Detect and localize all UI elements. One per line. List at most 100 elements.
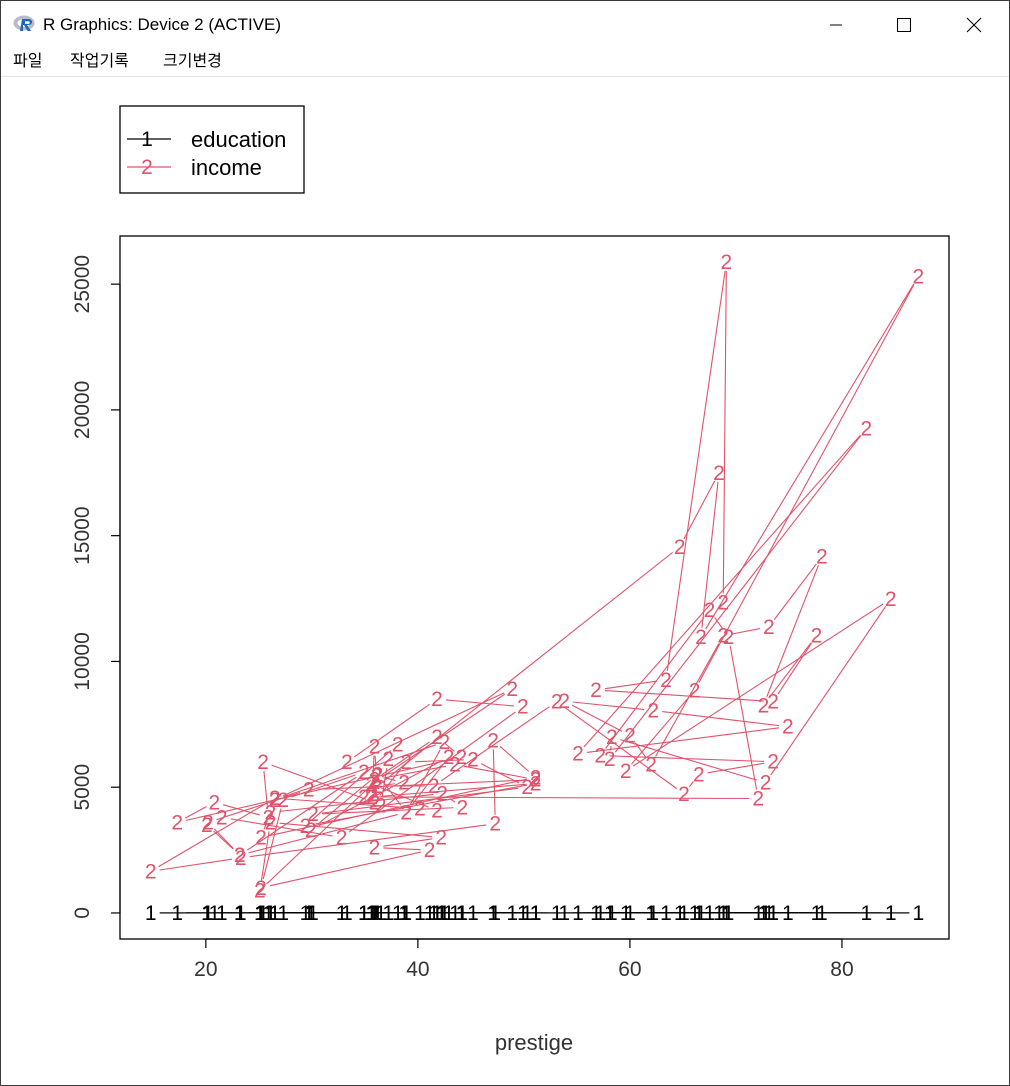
legend-label: education bbox=[191, 127, 286, 152]
income-point: 2 bbox=[436, 782, 448, 805]
income-line-segment bbox=[249, 824, 487, 858]
income-line-segment bbox=[701, 481, 719, 628]
education-point: 1 bbox=[506, 902, 518, 925]
income-line-segment bbox=[605, 616, 705, 749]
income-point: 2 bbox=[717, 591, 729, 614]
menu-resize[interactable]: 크기변경 bbox=[163, 51, 222, 70]
income-point: 2 bbox=[216, 806, 228, 829]
education-point: 1 bbox=[695, 902, 707, 925]
income-line-segment bbox=[246, 776, 357, 851]
education-point: 1 bbox=[604, 902, 616, 925]
income-point: 2 bbox=[674, 536, 686, 559]
education-point: 1 bbox=[208, 902, 220, 925]
education-point: 1 bbox=[457, 902, 469, 925]
y-tick-label: 15000 bbox=[71, 506, 94, 564]
income-point: 2 bbox=[263, 806, 275, 829]
income-line-segment bbox=[766, 564, 820, 698]
x-axis-label: prestige bbox=[495, 1030, 573, 1055]
income-line-segment bbox=[353, 703, 430, 758]
income-line-segment bbox=[705, 283, 915, 630]
education-point: 1 bbox=[645, 902, 657, 925]
education-point: 1 bbox=[392, 902, 404, 925]
income-line-segment bbox=[620, 739, 758, 781]
menu-history[interactable]: 작업기록 bbox=[70, 51, 129, 70]
income-line-segment bbox=[213, 828, 234, 850]
education-point: 1 bbox=[449, 902, 461, 925]
income-point: 2 bbox=[366, 786, 378, 809]
legend-label: income bbox=[191, 155, 262, 180]
income-line-segment bbox=[248, 814, 398, 854]
income-point: 2 bbox=[234, 844, 246, 867]
income-point: 2 bbox=[811, 625, 823, 648]
education-point: 1 bbox=[254, 902, 266, 925]
income-point: 2 bbox=[606, 726, 618, 749]
income-line-segment bbox=[768, 642, 812, 699]
income-point: 2 bbox=[254, 879, 266, 902]
y-tick-label: 20000 bbox=[71, 381, 94, 439]
income-point: 2 bbox=[431, 688, 443, 711]
menu-file[interactable]: 파일 bbox=[13, 51, 43, 70]
education-point: 1 bbox=[234, 902, 246, 925]
income-line-segment bbox=[184, 806, 207, 819]
minimize-icon bbox=[830, 24, 842, 25]
education-point: 1 bbox=[382, 902, 394, 925]
education-point: 1 bbox=[369, 902, 381, 925]
education-point: 1 bbox=[439, 902, 451, 925]
income-point: 2 bbox=[358, 761, 370, 784]
education-point: 1 bbox=[758, 902, 770, 925]
income-line-segment bbox=[317, 779, 527, 790]
education-point: 1 bbox=[300, 902, 312, 925]
income-point: 2 bbox=[369, 837, 381, 860]
education-point: 1 bbox=[606, 902, 618, 925]
legend-box bbox=[119, 105, 305, 194]
maximize-button[interactable] bbox=[869, 1, 939, 48]
income-line-segment bbox=[321, 787, 519, 814]
income-point: 2 bbox=[201, 814, 213, 837]
income-point: 2 bbox=[885, 588, 897, 611]
income-point: 2 bbox=[558, 690, 570, 713]
education-point: 1 bbox=[721, 902, 733, 925]
income-point: 2 bbox=[506, 678, 518, 701]
legend-symbol: 2 bbox=[141, 156, 153, 179]
income-line-segment bbox=[283, 744, 437, 798]
income-line-segment bbox=[688, 781, 694, 788]
income-point: 2 bbox=[487, 729, 499, 752]
income-point: 2 bbox=[269, 789, 281, 812]
income-point: 2 bbox=[435, 827, 447, 850]
income-point: 2 bbox=[428, 775, 440, 798]
income-point: 2 bbox=[255, 827, 267, 850]
education-point: 1 bbox=[365, 902, 377, 925]
education-point: 1 bbox=[530, 902, 542, 925]
education-point: 1 bbox=[467, 902, 479, 925]
income-point: 2 bbox=[235, 847, 247, 870]
income-point: 2 bbox=[431, 726, 443, 749]
income-point: 2 bbox=[392, 734, 404, 757]
income-point: 2 bbox=[620, 760, 632, 783]
income-point: 2 bbox=[305, 819, 317, 842]
education-point: 1 bbox=[372, 902, 384, 925]
minimize-button[interactable] bbox=[801, 1, 871, 48]
education-point: 1 bbox=[431, 902, 443, 925]
education-point: 1 bbox=[431, 902, 443, 925]
close-button[interactable] bbox=[939, 1, 1009, 48]
education-point: 1 bbox=[689, 902, 701, 925]
income-line-segment bbox=[666, 270, 726, 671]
education-point: 1 bbox=[572, 902, 584, 925]
education-point: 1 bbox=[341, 902, 353, 925]
income-line-segment bbox=[714, 617, 724, 630]
education-point: 1 bbox=[369, 902, 381, 925]
education-point: 1 bbox=[303, 902, 315, 925]
income-point: 2 bbox=[456, 746, 468, 769]
income-point: 2 bbox=[208, 791, 220, 814]
income-point: 2 bbox=[371, 765, 383, 788]
x-tick-label: 20 bbox=[194, 958, 217, 981]
education-point: 1 bbox=[456, 902, 468, 925]
income-point: 2 bbox=[145, 860, 157, 883]
income-line-segment bbox=[216, 791, 301, 821]
title-bar[interactable]: R Graphics: Device 2 (ACTIVE) bbox=[1, 1, 1009, 48]
income-point: 2 bbox=[767, 751, 779, 774]
r-logo-icon bbox=[13, 15, 35, 31]
income-point: 2 bbox=[717, 625, 729, 648]
income-line-segment bbox=[492, 749, 496, 815]
